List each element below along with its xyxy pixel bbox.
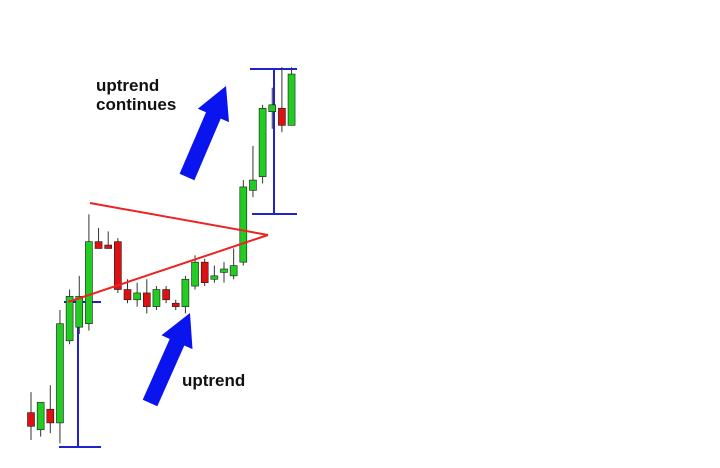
triangle-upper-line — [89, 202, 269, 236]
arrow-up-icon — [179, 86, 229, 181]
bullish-candle — [152, 289, 161, 307]
bearish-candle — [27, 412, 35, 427]
bullish-candle — [36, 402, 45, 431]
bullish-candle — [239, 186, 248, 263]
bullish-candle — [268, 104, 277, 112]
bearish-candle — [94, 241, 103, 249]
annotation-uptrend-continues-line-2: continues — [96, 95, 176, 114]
bullish-candle — [75, 296, 84, 328]
bearish-candle — [278, 107, 286, 126]
bullish-candle — [258, 107, 267, 177]
bullish-candle — [220, 268, 228, 273]
bullish-candle — [287, 73, 296, 126]
bearish-candle — [171, 302, 180, 307]
bearish-candle — [143, 292, 151, 307]
bullish-candle — [191, 261, 199, 287]
bearish-candle — [200, 261, 209, 283]
bullish-candle — [85, 241, 93, 325]
arrow-up-icon — [142, 313, 193, 407]
bullish-candle — [210, 275, 219, 280]
bearish-candle — [104, 244, 112, 249]
trend-arrows — [142, 86, 229, 407]
bullish-candle — [181, 278, 190, 307]
triangle-lower-line — [67, 234, 269, 303]
symmetrical-triangle — [67, 202, 269, 303]
bullish-candle — [249, 179, 257, 191]
bullish-candle — [229, 265, 238, 277]
bearish-candle — [46, 408, 55, 424]
bearish-candle — [123, 289, 132, 301]
annotation-uptrend: uptrend — [182, 371, 245, 390]
annotation-uptrend-continues-line-1: uptrend — [96, 76, 159, 95]
bullish-candle — [56, 323, 64, 424]
bearish-candle — [162, 289, 170, 301]
candles — [27, 67, 296, 444]
bullish-candle — [65, 296, 74, 342]
bearish-candle — [114, 241, 122, 290]
bullish-candle — [133, 292, 141, 301]
